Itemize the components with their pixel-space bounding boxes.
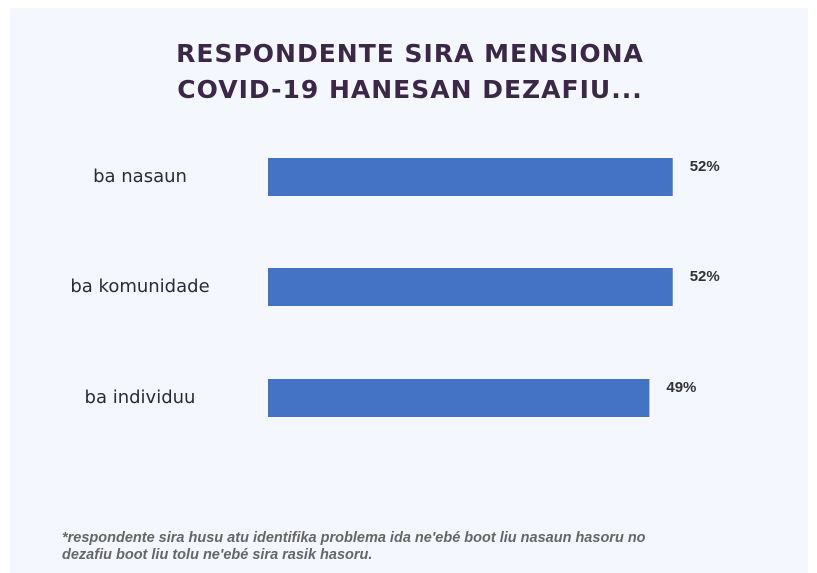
category-label: ba komunidade xyxy=(70,276,209,297)
bar xyxy=(268,158,673,196)
bar xyxy=(268,379,650,417)
footnote: *respondente sira husu atu identifika pr… xyxy=(62,530,646,563)
value-label: 52% xyxy=(690,158,720,175)
category-label: ba individuu xyxy=(85,387,196,408)
chart: ba nasaun 52% ba komunidade 52% ba individuu… xyxy=(70,158,720,417)
value-label: 49% xyxy=(666,379,696,396)
value-label: 52% xyxy=(690,268,720,285)
chart-title: RESPONDENTE SIRA MENSIONA COVID-19 HANES… xyxy=(176,39,644,104)
bar xyxy=(268,268,673,306)
chart-panel: RESPONDENTE SIRA MENSIONA COVID-19 HANES… xyxy=(10,8,808,573)
category-label: ba nasaun xyxy=(93,166,187,187)
